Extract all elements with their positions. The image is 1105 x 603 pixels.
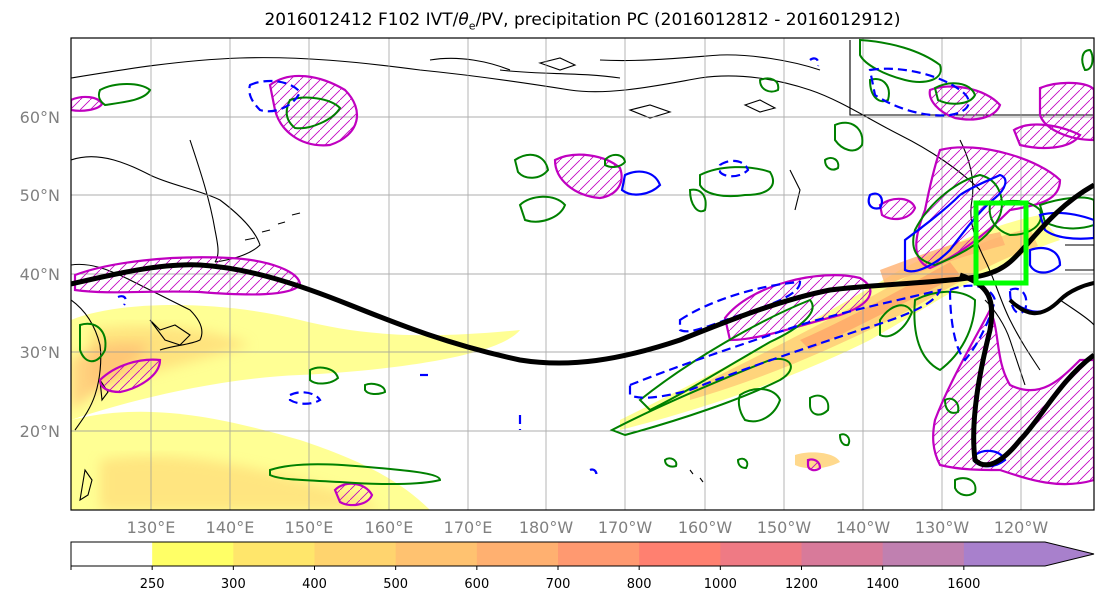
- colorbar-tick-label: 500: [383, 577, 408, 592]
- figure-title: 2016012412 F102 IVT/θe/PV, precipitation…: [264, 10, 901, 33]
- colorbar-tick-label: 250: [140, 577, 165, 592]
- colorbar-swatch: [314, 542, 397, 566]
- colorbar-swatch: [720, 542, 802, 566]
- colorbar-tick-label: 300: [221, 577, 246, 592]
- colorbar-tick-label: 1400: [866, 577, 899, 592]
- lat-label-60: 60°N: [20, 108, 60, 127]
- colorbar-tick-label: 1600: [947, 577, 980, 592]
- colorbar-swatches: [71, 542, 1046, 566]
- colorbar-tick-label: 1200: [785, 577, 818, 592]
- colorbar-swatch: [963, 542, 1046, 566]
- colorbar-swatch: [882, 542, 965, 566]
- longitude-labels: 130°E 140°E 150°E 160°E 170°E 180°W 170°…: [127, 518, 1049, 537]
- colorbar-swatch: [801, 542, 884, 566]
- pv-line-south: [959, 272, 1094, 468]
- colorbar-labels: 250 300 400 500 600 700 800 1000 1200 1400 1600: [70, 566, 980, 592]
- lon-label-160e: 160°E: [365, 518, 414, 537]
- target-region-box: [973, 200, 1029, 286]
- lon-label-150w: 150°W: [757, 518, 812, 537]
- graticule: [71, 38, 1094, 510]
- lon-label-170e: 170°E: [444, 518, 493, 537]
- lat-label-30: 30°N: [20, 343, 60, 362]
- latitude-labels: 60°N 50°N 40°N 30°N 20°N: [20, 108, 60, 441]
- colorbar-swatch: [639, 542, 721, 566]
- lon-label-150e: 150°E: [285, 518, 334, 537]
- colorbar-extend-arrow: [1045, 542, 1094, 566]
- pv-line-east: [1008, 281, 1094, 316]
- colorbar-tick-label: 600: [464, 577, 489, 592]
- lon-label-160w: 160°W: [678, 518, 733, 537]
- lon-label-130e: 130°E: [127, 518, 176, 537]
- colorbar-swatch: [152, 542, 234, 566]
- colorbar-swatch: [233, 542, 315, 566]
- lat-label-40: 40°N: [20, 265, 60, 284]
- colorbar-swatch: [71, 542, 153, 566]
- theta-pv-contours: [71, 74, 1094, 507]
- map-frame: [70, 37, 1095, 511]
- colorbar-swatch: [476, 542, 559, 566]
- colorbar-tick-label: 1000: [704, 577, 737, 592]
- colorbar-tick-label: 400: [302, 577, 327, 592]
- colorbar-tick-label: 700: [546, 577, 571, 592]
- lat-label-20: 20°N: [20, 422, 60, 441]
- colorbar-swatch: [558, 542, 640, 566]
- colorbar: 250 300 400 500 600 700 800 1000 1200 1400 1600: [70, 541, 1095, 592]
- colorbar-swatch: [395, 542, 478, 566]
- pv-line: [71, 182, 1094, 366]
- positive-pc-contours: [79, 38, 1094, 497]
- lon-label-170w: 170°W: [598, 518, 653, 537]
- lat-label-50: 50°N: [20, 186, 60, 205]
- colorbar-tick-label: 800: [627, 577, 652, 592]
- lon-label-140e: 140°E: [206, 518, 255, 537]
- lon-label-180w: 180°W: [519, 518, 574, 537]
- lon-label-140w: 140°W: [836, 518, 891, 537]
- lon-label-130w: 130°W: [915, 518, 970, 537]
- colorbar-frame: [70, 541, 1095, 567]
- lon-label-120w: 120°W: [994, 518, 1049, 537]
